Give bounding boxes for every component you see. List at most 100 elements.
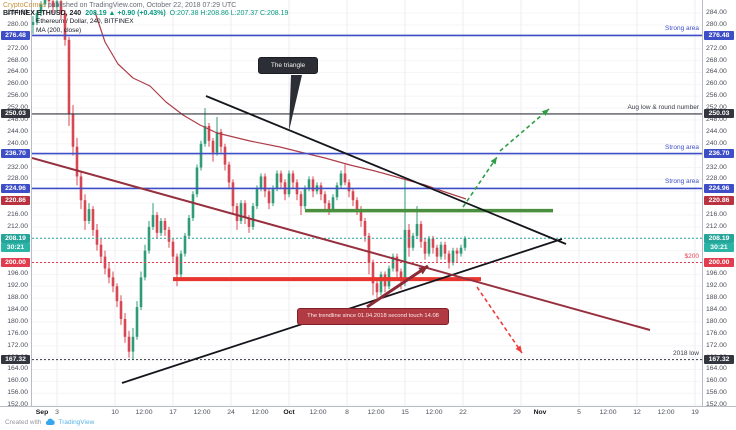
time-tick[interactable]: 12:00 xyxy=(367,409,385,416)
price-tick-left[interactable]: 248.00 xyxy=(7,116,28,123)
price-tick-right[interactable]: 248.00 xyxy=(706,116,727,123)
price-tick-right[interactable]: 152.00 xyxy=(706,401,727,409)
price-badge-left: 220.86 xyxy=(1,196,30,206)
price-tick-left[interactable]: 176.00 xyxy=(7,329,28,337)
price-tick-left[interactable]: 212.00 xyxy=(7,222,28,230)
price-tick-left[interactable]: 180.00 xyxy=(7,317,28,325)
price-tick-left[interactable]: 192.00 xyxy=(7,282,28,290)
price-tick-right[interactable]: 212.00 xyxy=(706,222,727,230)
time-tick[interactable]: 12:00 xyxy=(657,409,675,416)
price-tick-left[interactable]: 164.00 xyxy=(7,365,28,373)
time-tick[interactable]: 10 xyxy=(111,409,119,416)
price-tick-right[interactable]: 268.00 xyxy=(706,56,727,64)
price-tick-right[interactable]: 260.00 xyxy=(706,80,727,88)
price-tick-right[interactable]: 232.00 xyxy=(706,163,727,171)
time-tick[interactable]: 22 xyxy=(459,409,467,416)
price-tick-left[interactable]: 272.00 xyxy=(7,44,28,52)
price-tick-right[interactable]: 160.00 xyxy=(706,377,727,385)
axis-borders xyxy=(0,0,736,407)
price-tick-right[interactable]: 264.00 xyxy=(706,68,727,76)
arrow-drawing[interactable] xyxy=(462,155,499,208)
price-tick-left[interactable]: 216.00 xyxy=(7,211,28,219)
arrow-drawing[interactable] xyxy=(499,107,551,152)
price-badge-right: 236.70 xyxy=(704,149,734,159)
price-badge-left: 167.32 xyxy=(1,355,30,365)
price-tick-right[interactable]: 196.00 xyxy=(706,270,727,278)
price-tick-right[interactable]: 180.00 xyxy=(706,317,727,325)
time-tick[interactable]: 19 xyxy=(691,409,699,416)
price-badge-left: 224.96 xyxy=(1,183,30,193)
price-tick-left[interactable]: 156.00 xyxy=(7,389,28,397)
price-tick-right[interactable]: 240.00 xyxy=(706,139,727,147)
price-badge-right: 30:21 xyxy=(704,243,734,253)
time-tick[interactable]: Sep xyxy=(35,409,49,416)
price-tick-right[interactable]: 156.00 xyxy=(706,389,727,397)
time-tick[interactable]: 12:00 xyxy=(135,409,153,416)
ma-indicator-legend[interactable]: MA (200, close) xyxy=(36,27,82,34)
price-tick-right[interactable]: 164.00 xyxy=(706,365,727,373)
price-tick-left[interactable]: 160.00 xyxy=(7,377,28,385)
arrow-drawing[interactable] xyxy=(476,286,524,355)
price-tick-left[interactable]: 228.00 xyxy=(7,175,28,183)
series-legend[interactable]: Ethereum / Dollar, 240, BITFINEX xyxy=(36,18,134,25)
trendline-callout[interactable]: The trendline since 01.04.2018 second to… xyxy=(297,308,449,325)
price-tick-left[interactable]: 260.00 xyxy=(7,80,28,88)
time-tick[interactable]: 12:00 xyxy=(251,409,269,416)
price-tick-left[interactable]: 196.00 xyxy=(7,270,28,278)
time-tick[interactable]: 29 xyxy=(513,409,521,416)
ma-200-line[interactable] xyxy=(94,11,467,200)
level-label: Strong area xyxy=(665,178,699,186)
price-tick-left[interactable]: 152.00 xyxy=(7,401,28,409)
price-tick-right[interactable]: 192.00 xyxy=(706,282,727,290)
price-tick-right[interactable]: 252.00 xyxy=(706,104,727,112)
trendline[interactable] xyxy=(205,95,567,245)
price-tick-right[interactable]: 228.00 xyxy=(706,175,727,183)
credit-prefix: Created with xyxy=(5,418,42,426)
price-tick-right[interactable]: 172.00 xyxy=(706,341,727,349)
time-tick[interactable]: 15 xyxy=(401,409,409,416)
level-label: $200 xyxy=(684,252,699,260)
price-tick-left[interactable]: 240.00 xyxy=(7,139,28,147)
price-tick-left[interactable]: 244.00 xyxy=(7,127,28,135)
price-badge-right: 250.03 xyxy=(704,109,734,119)
price-tick-left[interactable]: 284.00 xyxy=(7,9,28,17)
price-tick-right[interactable]: 272.00 xyxy=(706,44,727,52)
price-tick-right[interactable]: 176.00 xyxy=(706,329,727,337)
price-tick-right[interactable]: 184.00 xyxy=(706,306,727,314)
tradingview-link[interactable]: TradingView xyxy=(58,418,95,426)
triangle-callout[interactable]: The triangle xyxy=(258,57,318,74)
price-tick-right[interactable]: 256.00 xyxy=(706,92,727,100)
time-tick[interactable]: 12:00 xyxy=(193,409,211,416)
price-tick-left[interactable]: 184.00 xyxy=(7,306,28,314)
time-tick[interactable]: 12:00 xyxy=(599,409,617,416)
price-tick-left[interactable]: 232.00 xyxy=(7,163,28,171)
time-tick[interactable]: 24 xyxy=(227,409,235,416)
time-tick[interactable]: Oct xyxy=(283,409,295,416)
price-tick-left[interactable]: 280.00 xyxy=(7,20,28,28)
time-tick[interactable]: Nov xyxy=(533,409,547,416)
price-tick-left[interactable]: 264.00 xyxy=(7,68,28,76)
price-tick-left[interactable]: 268.00 xyxy=(7,56,28,64)
price-tick-left[interactable]: 252.00 xyxy=(7,104,28,112)
trendline[interactable] xyxy=(32,157,651,331)
price-tick-left[interactable]: 188.00 xyxy=(7,294,28,302)
price-tick-right[interactable]: 244.00 xyxy=(706,127,727,135)
price-badge-left: 208.19 xyxy=(1,233,30,243)
time-tick[interactable]: 5 xyxy=(577,409,581,416)
price-tick-left[interactable]: 256.00 xyxy=(7,92,28,100)
symbol-title: BITFINEX ETHUSD, 240 xyxy=(3,10,82,17)
arrow-drawing[interactable] xyxy=(366,263,430,309)
time-tick[interactable]: 3 xyxy=(55,409,59,416)
time-tick[interactable]: 12:00 xyxy=(425,409,443,416)
price-tick-right[interactable]: 284.00 xyxy=(706,9,727,17)
time-tick[interactable]: 12 xyxy=(633,409,641,416)
price-tick-left[interactable]: 172.00 xyxy=(7,341,28,349)
time-tick[interactable]: 12:00 xyxy=(309,409,327,416)
time-tick[interactable]: 17 xyxy=(169,409,177,416)
time-tick[interactable]: 8 xyxy=(345,409,349,416)
price-tick-right[interactable]: 188.00 xyxy=(706,294,727,302)
price-tick-right[interactable]: 216.00 xyxy=(706,211,727,219)
publish-info: published on TradingView.com, October 22… xyxy=(45,2,237,9)
price-tick-right[interactable]: 280.00 xyxy=(706,20,727,28)
